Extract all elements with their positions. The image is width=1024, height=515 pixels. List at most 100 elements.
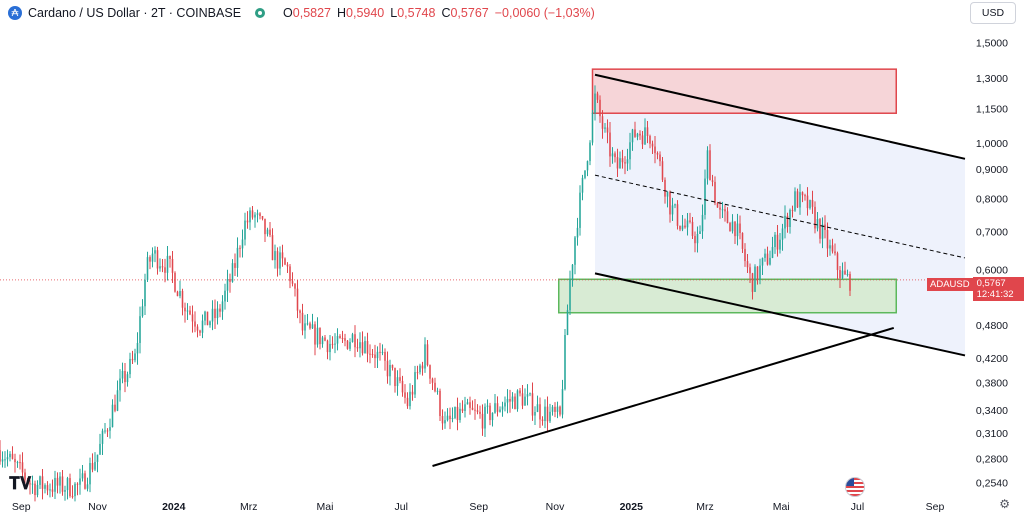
candle-body (31, 483, 34, 485)
candle-body (146, 257, 149, 280)
candle-body (551, 406, 554, 412)
candle-body (79, 478, 81, 485)
us-flag-event-icon[interactable] (845, 477, 865, 497)
candle-body (454, 406, 456, 418)
candle-body (334, 343, 336, 345)
channel-bottom-line (594, 272, 966, 357)
candle-body (654, 146, 656, 154)
candle-body (324, 337, 326, 341)
candle-body (119, 378, 121, 391)
candle-body (579, 192, 581, 228)
candle-body (184, 307, 186, 312)
candle-body (346, 340, 349, 349)
candle-body (129, 358, 131, 375)
candle-body (626, 159, 629, 164)
candle-body (656, 153, 659, 155)
market-status-icon[interactable] (255, 8, 266, 18)
candle-body (716, 203, 719, 208)
candle-body (9, 453, 11, 458)
candle-body (101, 430, 104, 444)
candle-body (111, 404, 114, 428)
trendlines: 𝐓𝐕 (9, 73, 966, 493)
candle-body (416, 372, 419, 374)
candle-body (444, 420, 446, 424)
candle-body (616, 157, 619, 169)
candle-body (71, 496, 74, 498)
candle-body (336, 336, 339, 344)
candle-body (476, 410, 479, 412)
candle-body (76, 483, 79, 485)
candle-body (711, 180, 714, 182)
candle-body (396, 377, 399, 387)
candle-body (449, 415, 451, 419)
candle-body (179, 290, 181, 297)
price-axis[interactable]: 1,5000 1,3000 1,1500 1,0000 0,9000 0,8000 0,70… (976, 38, 1008, 490)
candle-body (624, 162, 626, 164)
settings-gear-icon[interactable]: ⚙ (999, 497, 1010, 511)
candle-body (621, 158, 624, 163)
price-tick-label: 0,6000 (976, 265, 1008, 277)
currency-button[interactable]: USD (970, 2, 1016, 24)
candle-body (841, 270, 844, 279)
candle-body (166, 255, 169, 273)
candle-body (116, 390, 119, 411)
candle-body (281, 252, 284, 259)
candle-body (316, 327, 319, 345)
candle-body (131, 358, 134, 361)
candle-body (726, 211, 729, 224)
candle-body (756, 266, 759, 280)
candle-body (471, 407, 474, 410)
candle-body (809, 200, 811, 209)
candle-body (341, 337, 344, 339)
candle-body (86, 484, 89, 489)
candle-body (144, 279, 146, 307)
candle-body (361, 342, 364, 354)
candle-body (224, 290, 226, 302)
candle-body (256, 213, 259, 215)
candle-body (371, 354, 374, 356)
time-tick-label: Mai (317, 501, 334, 513)
price-tick-label: 0,9000 (976, 164, 1008, 176)
symbol-title[interactable]: Cardano / US Dollar · 2T · COINBASE (28, 6, 242, 20)
candle-body (134, 353, 136, 361)
candle-body (124, 370, 126, 383)
candle-body (779, 239, 781, 250)
channel-mid-line (594, 174, 966, 259)
candle-body (596, 93, 599, 100)
time-tick-label: 2025 (620, 501, 644, 513)
candle-body (806, 195, 809, 209)
candle-body (489, 405, 491, 421)
candle-body (251, 210, 254, 218)
candle-body (321, 337, 324, 345)
candle-body (319, 327, 321, 345)
candle-body (461, 408, 464, 411)
candle-body (364, 341, 366, 354)
high-label: H (337, 6, 347, 20)
badge-price-box: 0,5767 12:41:32 (972, 277, 1024, 301)
candle-body (401, 380, 404, 393)
candle-body (459, 408, 461, 421)
close-value: 0,5767 (450, 6, 489, 20)
candle-body (504, 402, 506, 407)
candle-body (0, 450, 1, 462)
candle-body (849, 274, 851, 291)
candle-body (114, 404, 116, 411)
candle-body (649, 135, 651, 144)
time-tick-label: Sep (469, 501, 488, 513)
candle-body (6, 457, 9, 460)
candle-body (846, 274, 849, 276)
candle-body (181, 290, 184, 308)
candle-body (309, 323, 311, 329)
chart-drawings (0, 68, 965, 356)
price-tick-label: 1,1500 (976, 103, 1008, 115)
candle-body (484, 406, 486, 429)
candle-body (546, 406, 549, 422)
candle-body (296, 288, 299, 311)
cardano-logo-icon: ₳ (8, 6, 22, 20)
candle-body (549, 411, 551, 422)
candle-body (349, 342, 351, 349)
candle-body (291, 281, 294, 284)
time-axis[interactable]: Sep Nov 2024 Mrz Mai Jul Sep Nov 2025 Mrz Mai Jul Se… (12, 501, 945, 513)
candle-body (69, 478, 71, 497)
